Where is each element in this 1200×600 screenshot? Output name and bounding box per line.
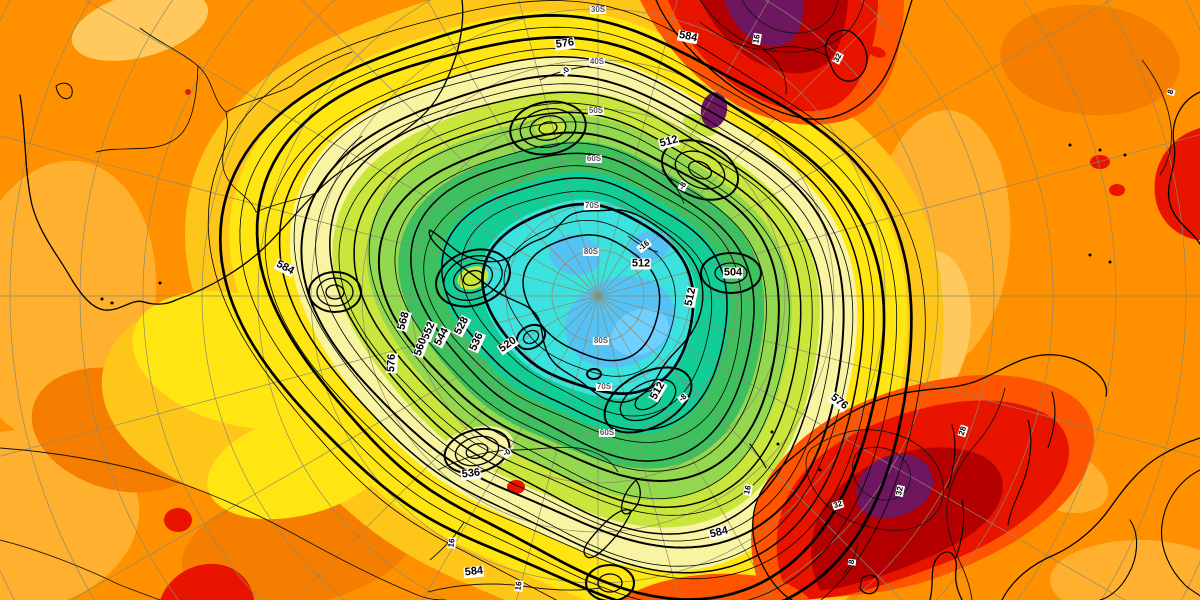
closed-contour-centers xyxy=(308,100,762,600)
hot-anomaly-regions xyxy=(160,0,1200,600)
coastlines xyxy=(19,0,1200,600)
height-contours xyxy=(207,0,926,600)
